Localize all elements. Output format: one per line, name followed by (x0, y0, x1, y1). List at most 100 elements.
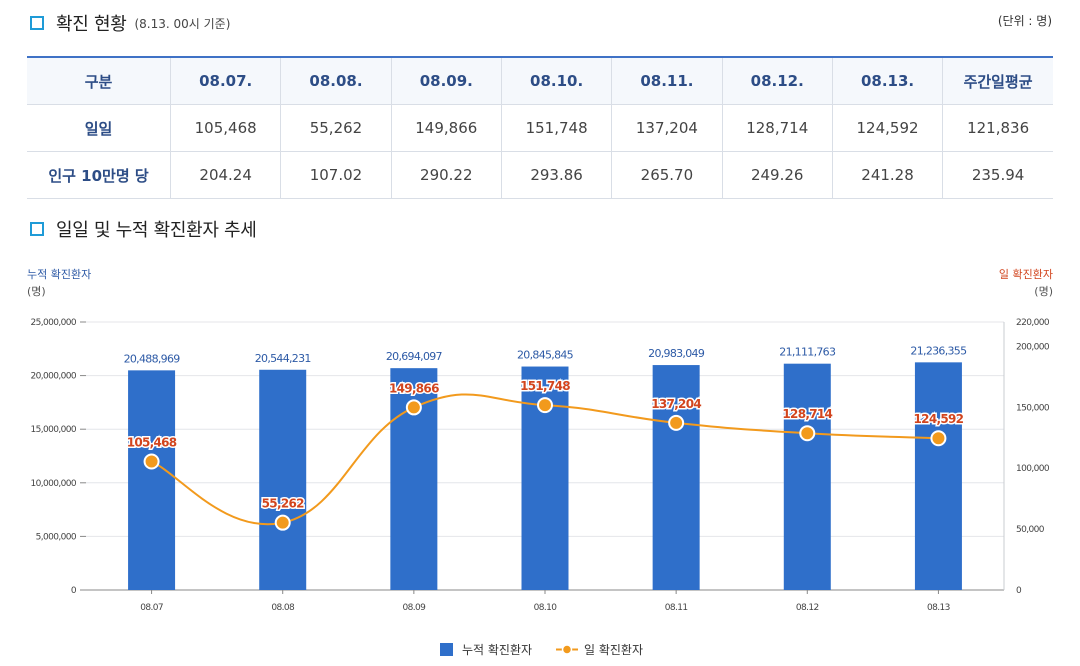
table-cell: 265.70 (611, 151, 723, 199)
bar-value-label: 20,544,231 (255, 352, 311, 365)
table-cell: 124,592 (832, 104, 944, 152)
table-cell: 249.26 (722, 151, 833, 199)
legend-line-label: 일 확진환자 (584, 643, 643, 657)
x-axis-ticks: 08.07 08.08 08.09 08.10 08.11 08.12 08.13 (140, 590, 950, 613)
bar-value-label: 20,694,097 (386, 350, 443, 363)
left-tick-label: 25,000,000 (30, 318, 76, 328)
row-label: 일일 (27, 104, 171, 152)
table-cell: 149,866 (391, 104, 502, 152)
right-axis-unit: (명) (1034, 285, 1053, 298)
bar (652, 365, 700, 590)
x-tick-label: 08.09 (402, 603, 426, 613)
table-cell: 137,204 (611, 104, 723, 152)
line-series: 105,468 55,262 149,866 151,748 137,204 128,71… (125, 378, 966, 531)
column-header: 08.07. (170, 56, 282, 105)
line-value-label: 151,748 (520, 379, 570, 393)
bar (914, 362, 962, 590)
line-value-label: 128,714 (782, 407, 832, 421)
bar-value-label: 20,845,845 (517, 349, 574, 362)
table-cell: 241.28 (832, 151, 944, 199)
column-header: 08.12. (722, 56, 833, 105)
status-section-header: 확진 현황 (8.13. 00시 기준) (30, 10, 230, 36)
column-header: 08.09. (391, 56, 502, 105)
line-value-label: 149,866 (389, 381, 439, 395)
right-axis-ticks: 0 50,000 100,000 150,000 200,000 220,000 (1016, 318, 1050, 596)
column-header: 08.10. (501, 56, 613, 105)
line-point (668, 414, 685, 431)
bar (783, 363, 831, 590)
left-tick-label: 0 (71, 586, 77, 596)
left-tick-label: 20,000,000 (30, 372, 76, 382)
table-cell: 107.02 (280, 151, 392, 199)
bar-value-label: 21,236,355 (910, 344, 967, 357)
x-tick-label: 08.11 (665, 603, 688, 613)
legend-bar-swatch (440, 643, 453, 656)
daily-cases-table: 구분 08.07. 08.08. 08.09. 08.10. 08.11. 08… (27, 56, 1053, 199)
left-tick-label: 5,000,000 (36, 532, 77, 542)
x-tick-label: 08.13 (927, 603, 950, 613)
right-axis-label: 일 확진환자 (999, 267, 1053, 281)
right-tick-label: 200,000 (1016, 342, 1050, 352)
status-title: 확진 현황 (56, 14, 127, 35)
table-cell: 128,714 (722, 104, 833, 152)
column-header: 주간일평균 (942, 56, 1053, 105)
x-tick-label: 08.07 (140, 603, 163, 613)
right-tick-label: 100,000 (1016, 464, 1050, 474)
table-cell: 151,748 (501, 104, 613, 152)
status-subtitle: (8.13. 00시 기준) (134, 16, 231, 31)
square-bullet-icon (30, 16, 44, 30)
left-axis-unit: (명) (27, 285, 46, 298)
left-tick-label: 15,000,000 (30, 425, 76, 435)
left-tick-label: 10,000,000 (30, 479, 76, 489)
bar-value-label: 20,488,969 (124, 352, 181, 365)
table-cell: 290.22 (391, 151, 502, 199)
unit-note: (단위 : 명) (997, 14, 1052, 28)
square-bullet-icon (30, 222, 44, 236)
trend-section-header: 일일 및 누적 확진환자 추세 (30, 216, 257, 242)
right-tick-label: 0 (1016, 586, 1022, 596)
legend-bar-label: 누적 확진환자 (462, 643, 532, 657)
table-cell: 105,468 (170, 104, 282, 152)
column-header: 08.13. (832, 56, 944, 105)
line-point (537, 397, 553, 414)
table-row: 인구 10만명 당 204.24 107.02 290.22 293.86 26… (27, 151, 1053, 199)
line-value-label: 55,262 (262, 497, 304, 511)
line-value-label: 137,204 (651, 397, 701, 411)
line-point (930, 430, 947, 447)
table-row: 일일 105,468 55,262 149,866 151,748 137,20… (27, 104, 1053, 152)
bar (128, 370, 176, 590)
bar-series (128, 362, 962, 590)
right-tick-label: 220,000 (1016, 318, 1050, 328)
bar (259, 369, 307, 590)
bar-value-label: 20,983,049 (648, 347, 705, 360)
trend-title: 일일 및 누적 확진환자 추세 (56, 220, 257, 241)
left-axis-label: 누적 확진환자 (27, 268, 91, 281)
table-cell: 121,836 (942, 104, 1053, 152)
table-cell: 293.86 (501, 151, 613, 199)
x-tick-label: 08.12 (796, 603, 819, 613)
x-tick-label: 08.10 (534, 603, 558, 613)
right-tick-label: 50,000 (1016, 525, 1045, 535)
line-value-label: 105,468 (127, 436, 177, 450)
table-header-row: 구분 08.07. 08.08. 08.09. 08.10. 08.11. 08… (27, 56, 1053, 105)
legend-line-marker (561, 644, 573, 655)
column-header: 08.11. (611, 56, 723, 105)
x-tick-label: 08.08 (271, 603, 295, 613)
trend-chart: 누적 확진환자 (명) 일 확진환자 (명) 0 5,000,000 10,000,… (27, 267, 1053, 657)
legend: 누적 확진환자 일 확진환자 (440, 643, 643, 657)
column-header: 08.08. (280, 56, 392, 105)
line-point (405, 399, 422, 416)
right-tick-label: 150,000 (1016, 403, 1050, 413)
table-cell: 235.94 (942, 151, 1053, 199)
line-value-label: 124,592 (914, 412, 964, 426)
bar-value-label: 21,111,763 (779, 346, 836, 359)
bar-labels: 20,488,969 20,544,231 20,694,097 20,845,845… (124, 344, 968, 365)
table-cell: 55,262 (280, 104, 392, 152)
left-axis-ticks: 0 5,000,000 10,000,000 15,000,000 20,000,000… (30, 318, 86, 596)
line-point (799, 425, 816, 442)
line-point (143, 453, 160, 470)
table-cell: 204.24 (170, 151, 282, 199)
line-point (274, 514, 291, 531)
row-label: 인구 10만명 당 (27, 151, 171, 199)
column-header: 구분 (27, 56, 171, 105)
